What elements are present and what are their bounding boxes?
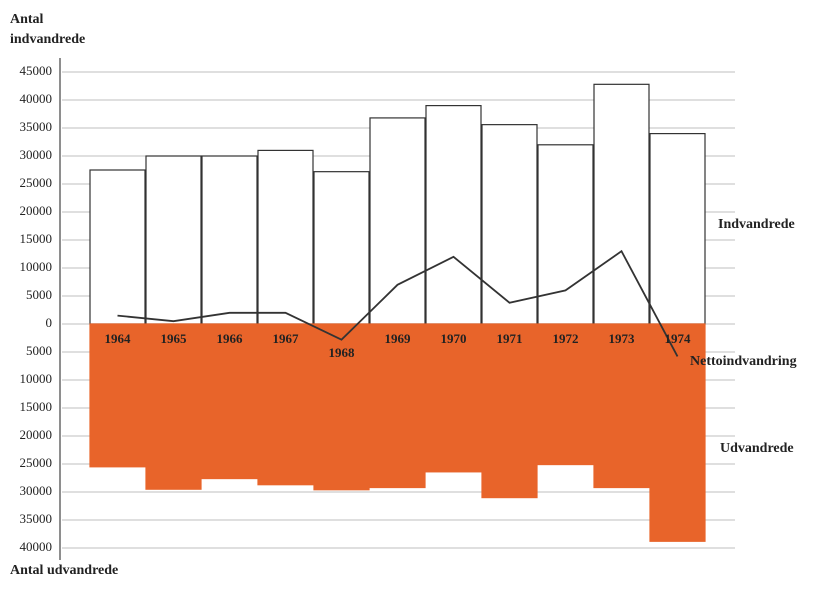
x-tick-label: 1967 xyxy=(273,331,300,346)
x-tick-label: 1970 xyxy=(441,331,467,346)
bar xyxy=(257,323,314,486)
bar xyxy=(537,323,594,466)
bar xyxy=(313,171,370,325)
bar xyxy=(257,149,314,325)
y-tick-label: 5000 xyxy=(26,287,52,302)
y-tick-label: 25000 xyxy=(20,455,53,470)
y-tick-label: 30000 xyxy=(20,147,53,162)
y-tick-label: 10000 xyxy=(20,259,53,274)
y-tick-label: 30000 xyxy=(20,483,53,498)
y-tick-label: 35000 xyxy=(20,511,53,526)
bar xyxy=(537,144,594,325)
y-tick-label: 20000 xyxy=(20,203,53,218)
x-tick-label: 1969 xyxy=(385,331,412,346)
x-tick-label: 1965 xyxy=(161,331,188,346)
series-label: Udvandrede xyxy=(720,441,794,456)
x-tick-label: 1972 xyxy=(553,331,579,346)
bar xyxy=(649,133,706,325)
bar xyxy=(145,323,202,490)
x-tick-label: 1974 xyxy=(665,331,692,346)
bar xyxy=(649,323,706,542)
y-tick-label: 25000 xyxy=(20,175,53,190)
y-axis-title-bottom: Antal udvandrede xyxy=(10,563,119,578)
series-label: Nettoindvandring xyxy=(690,354,797,369)
bar xyxy=(481,323,538,499)
line xyxy=(117,249,679,357)
bar xyxy=(201,323,258,480)
y-tick-label: 0 xyxy=(46,315,53,330)
bar xyxy=(201,155,258,325)
x-tick-label: 1964 xyxy=(105,331,132,346)
bar xyxy=(593,323,650,489)
y-tick-label: 40000 xyxy=(20,539,53,554)
y-tick-label: 45000 xyxy=(20,63,53,78)
y-tick-label: 15000 xyxy=(20,399,53,414)
y-tick-label: 20000 xyxy=(20,427,53,442)
x-tick-label: 1973 xyxy=(609,331,636,346)
bar xyxy=(425,323,482,473)
series-label: Indvandrede xyxy=(718,217,795,232)
x-tick-label: 1971 xyxy=(497,331,523,346)
bar xyxy=(481,124,538,325)
x-tick-label: 1968 xyxy=(329,345,356,360)
y-tick-label: 35000 xyxy=(20,119,53,134)
y-tick-label: 15000 xyxy=(20,231,53,246)
bar xyxy=(89,323,146,468)
bar xyxy=(369,117,426,325)
bar xyxy=(369,323,426,489)
y-axis-title-top: Antal indvandrede xyxy=(10,12,86,47)
bar xyxy=(145,155,202,325)
bar xyxy=(425,104,482,325)
bar xyxy=(89,169,146,325)
bar xyxy=(313,323,370,491)
y-tick-label: 10000 xyxy=(20,371,53,386)
y-tick-label: 40000 xyxy=(20,91,53,106)
x-tick-label: 1966 xyxy=(217,331,244,346)
y-tick-label: 5000 xyxy=(26,343,52,358)
